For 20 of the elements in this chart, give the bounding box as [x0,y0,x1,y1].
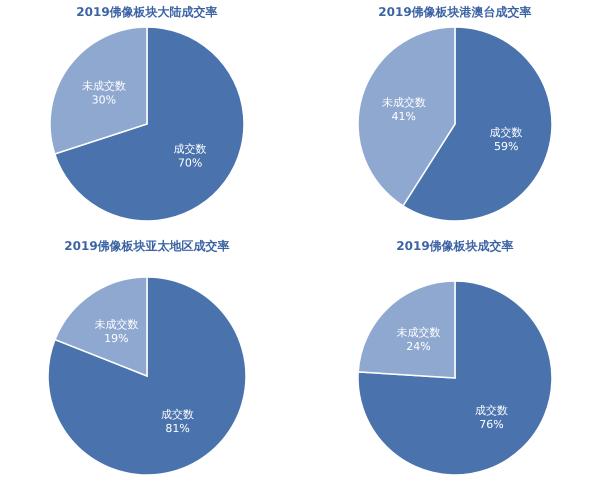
chart-title: 2019佛像板块亚太地区成交率 [64,239,230,253]
data-label: 59% [494,140,518,153]
slice-label: 成交数 [475,404,508,417]
slice-label: 未成交数 [396,326,440,340]
chart-title: 2019佛像板块大陆成交率 [76,5,218,19]
slice-label: 成交数 [490,126,523,139]
chart-title: 2019佛像板块港澳台成交率 [378,5,532,19]
data-label: 19% [104,332,129,345]
data-label: 81% [165,422,190,436]
slice-label: 未成交数 [82,80,126,93]
data-label: 30% [92,94,116,107]
slice-label: 成交数 [174,142,207,156]
data-label: 24% [406,340,431,354]
slice-label: 未成交数 [382,96,426,110]
slice-label: 成交数 [161,408,194,422]
slice-label: 未成交数 [94,318,138,331]
chart-title: 2019佛像板块成交率 [396,239,514,253]
data-label: 70% [178,156,202,170]
data-label: 76% [479,418,504,431]
data-label: 41% [392,110,416,124]
